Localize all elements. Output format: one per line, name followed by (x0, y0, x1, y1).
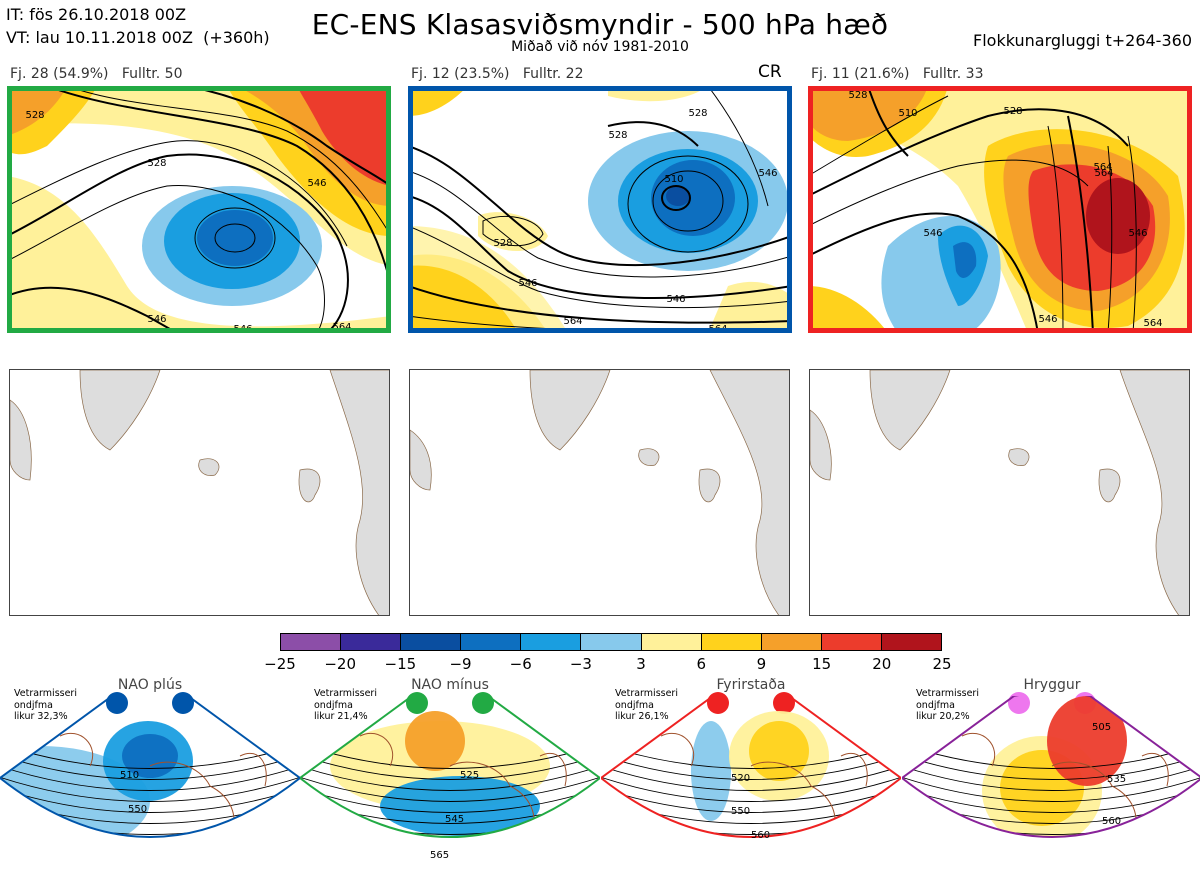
colorbar-tick-label: 25 (932, 655, 952, 673)
colorbar-tick-label: 20 (872, 655, 892, 673)
regime-contour-label: 525 (460, 770, 479, 781)
cluster-3-label: Fj. 11 (21.6%) Fulltr. 33 (811, 66, 984, 82)
regime-contour-label: 565 (430, 850, 449, 861)
colorbar (280, 633, 942, 651)
regime-fan-map: 505 535 560 (902, 696, 1200, 838)
regime-contour-label: 560 (1102, 816, 1121, 827)
regime-note: Vetrarmisseri ondjfma likur 32,3% (14, 688, 77, 722)
regime-note: Vetrarmisseri ondjfma likur 21,4% (314, 688, 377, 722)
regime-title: Fyrirstaða (716, 677, 786, 693)
colorbar-tick-label: −20 (324, 655, 356, 673)
colorbar-tick-label: 3 (636, 655, 646, 673)
contour-label: 564 (708, 324, 727, 333)
contour-label: 528 (1003, 106, 1022, 117)
colorbar-segment (881, 634, 942, 650)
regime-title: NAO mínus (411, 677, 489, 693)
colorbar-segment (341, 634, 402, 650)
cluster-2-label: Fj. 12 (23.5%) Fulltr. 22 (411, 66, 584, 82)
colorbar-segment (281, 634, 342, 650)
colorbar-segment (701, 634, 762, 650)
colorbar-tick-label: 15 (812, 655, 832, 673)
colorbar-tick-label: −6 (509, 655, 532, 673)
contour-label: 510 (664, 174, 683, 185)
cluster-2-tag: CR (758, 62, 782, 82)
cluster-2-map: 528 510 528 546 546 528 546 564 564 (408, 86, 792, 333)
page-subtitle: Miðað við nóv 1981-2010 (511, 39, 689, 55)
regime-note: Vetrarmisseri ondjfma likur 26,1% (615, 688, 678, 722)
contour-label: 564 (563, 316, 582, 327)
cluster-3-map: 528 510 528 546 564 546 564 546 564 (808, 86, 1192, 333)
contour-label: 546 (307, 178, 326, 189)
colorbar-segment (401, 634, 462, 650)
regime-contour-label: 535 (1107, 774, 1126, 785)
colorbar-tick-label: −9 (449, 655, 472, 673)
contour-label: 528 (25, 110, 44, 121)
blank-map-2 (409, 369, 790, 616)
colorbar-tick-label: −3 (569, 655, 592, 673)
init-time: IT: fös 26.10.2018 00Z (6, 5, 187, 24)
page-title: EC-ENS Klasasviðsmyndir - 500 hPa hæð (311, 8, 889, 41)
contour-label: 564 (1094, 168, 1113, 179)
regime-contour-label: 550 (731, 806, 750, 817)
contour-label: 564 (1093, 162, 1112, 173)
contour-label: 528 (608, 130, 627, 141)
contour-label: 546 (758, 168, 777, 179)
regime-contour-label: 510 (120, 770, 139, 781)
regime-title: Hryggur (1023, 677, 1081, 693)
contour-label: 546 (233, 324, 252, 333)
contour-label: 528 (147, 158, 166, 169)
regime-fan-map: 520 550 560 (601, 696, 901, 841)
window-label: Flokkunargluggi t+264-360 (973, 31, 1192, 50)
cluster-1-label: Fj. 28 (54.9%) Fulltr. 50 (10, 66, 183, 82)
colorbar-tick-label: −25 (264, 655, 296, 673)
contour-label: 528 (493, 238, 512, 249)
colorbar-tick-label: −15 (384, 655, 417, 673)
contour-label: 528 (848, 90, 867, 101)
cluster-1-map: 528 528 546 546 546 564 (7, 86, 391, 333)
contour-label: 510 (898, 108, 917, 119)
contour-label: 564 (1143, 318, 1162, 329)
colorbar-segment (761, 634, 822, 650)
contour-label: 528 (688, 108, 707, 119)
contour-label: 546 (923, 228, 942, 239)
regime-title: NAO plús (117, 677, 183, 693)
blank-map-1 (9, 369, 390, 616)
regime-fan-map: 510 550 (0, 696, 300, 838)
colorbar-segment (461, 634, 522, 650)
contour-label: 546 (666, 294, 685, 305)
contour-label: 546 (1038, 314, 1057, 325)
regime-contour-label: 545 (445, 814, 464, 825)
contour-label: 546 (518, 278, 537, 289)
blank-map-3 (809, 369, 1190, 616)
regime-fan-map: 525 545 565 (300, 696, 600, 861)
regime-note: Vetrarmisseri ondjfma likur 20,2% (916, 688, 979, 722)
colorbar-segment (581, 634, 642, 650)
regime-contour-label: 505 (1092, 722, 1111, 733)
regime-contour-label: 550 (128, 804, 147, 815)
contour-label: 546 (147, 314, 166, 325)
contour-label: 546 (1128, 228, 1147, 239)
regime-contour-label: 520 (731, 773, 750, 784)
colorbar-segment (641, 634, 702, 650)
colorbar-segment (521, 634, 582, 650)
regime-contour-label: 560 (751, 830, 770, 841)
valid-time: VT: lau 10.11.2018 00Z (+360h) (6, 28, 270, 47)
colorbar-segment (821, 634, 882, 650)
colorbar-tick-label: 6 (696, 655, 707, 673)
contour-label: 564 (332, 322, 351, 333)
colorbar-tick-label: 9 (756, 655, 767, 673)
